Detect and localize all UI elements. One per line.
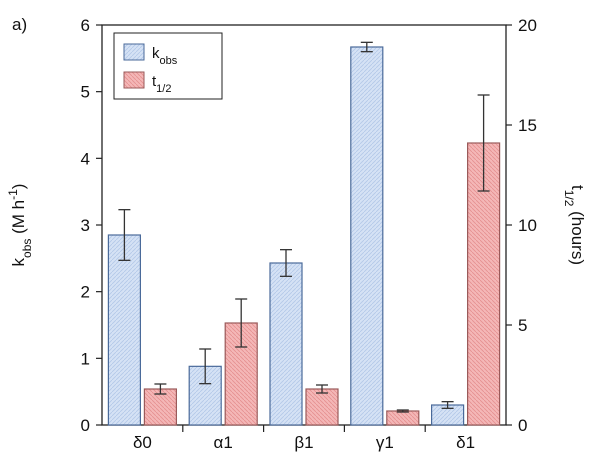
error-bar-kobs-2 [199,348,212,385]
y-left-title-units: (M h [9,200,28,239]
legend-kobs-sub: obs [160,55,178,67]
legend-kobs-main: k [152,45,160,62]
error-bar-t12-5 [477,94,490,192]
y-left-title-sub: obs [20,239,34,258]
x-tick-label: δ1 [456,433,475,452]
y-left-title-units-close: ) [9,184,28,190]
y-axis-left-title: kobs (M h-1) [6,184,34,267]
y-left-tick-label: 0 [81,416,90,435]
error-bar-kobs-5 [441,401,454,409]
x-tick-label: β1 [294,433,313,452]
legend-label-t12: t1/2 [152,73,171,95]
y-right-tick-label: 5 [518,316,527,335]
x-tick-label: α1 [214,433,233,452]
y-left-tick-label: 1 [81,349,90,368]
bar-kobs-4 [350,46,384,426]
panel-label: a) [12,15,27,34]
bar-t12-5 [467,142,501,426]
legend-t12-sub: 1/2 [156,83,171,95]
bar-kobs-3 [269,262,303,426]
y-right-tick-label: 20 [518,16,537,35]
error-bar-t12-3 [316,384,328,394]
y-left-tick-label: 2 [81,283,90,302]
y-left-tick-label: 3 [81,216,90,235]
y-left-title-units-sup: -1 [6,189,20,200]
y-left-tick-label: 4 [81,149,90,168]
y-left-title-main: k [9,257,28,266]
error-bar-t12-4 [396,409,409,413]
y-axis-right-title: t1/2 (hours) [562,185,587,265]
legend-t12-main: t [152,73,157,90]
x-tick-label: γ1 [376,433,394,452]
error-bar-kobs-1 [118,209,131,261]
y-right-title-main: t [568,185,587,190]
y-left-tick-label: 6 [81,16,90,35]
x-tick-label: δ0 [133,433,152,452]
y-right-title-sub: 1/2 [562,190,576,207]
error-bar-t12-2 [235,298,248,348]
y-right-tick-label: 15 [518,116,537,135]
bar-kobs-1 [107,234,142,426]
y-right-tick-label: 10 [518,216,537,235]
legend-swatch-kobs [123,43,145,61]
bar-t12-4 [386,410,420,426]
legend-swatch-t12 [123,71,145,89]
error-bar-kobs-3 [280,249,292,277]
y-right-title-units: (hours) [568,206,587,265]
error-bars-group [118,41,490,413]
legend: kobs t1/2 [113,32,223,100]
bars-group [107,46,501,426]
error-bar-kobs-4 [360,41,373,53]
error-bar-t12-1 [154,383,167,395]
legend-label-kobs: kobs [152,45,178,67]
ticks-group: δ0 α1 β1 γ1 δ1 0 1 2 3 4 5 6 0 5 10 15 20 [81,16,537,452]
y-right-tick-label: 0 [518,416,527,435]
bar-t12-3 [305,388,339,426]
y-left-tick-label: 5 [81,83,90,102]
